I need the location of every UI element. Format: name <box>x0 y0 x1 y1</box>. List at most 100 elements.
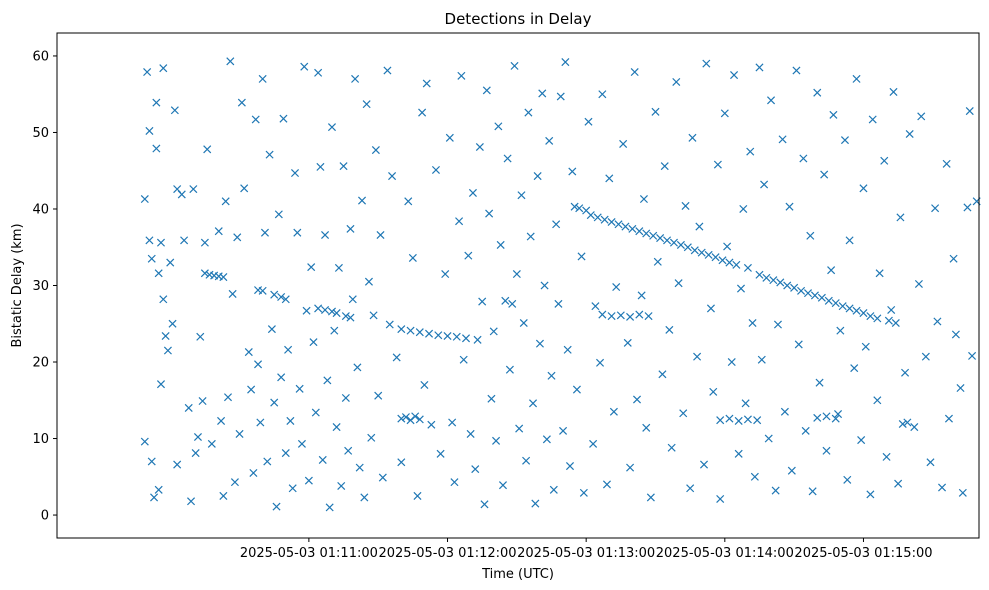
detection-point <box>258 286 267 295</box>
detection-point <box>489 327 498 336</box>
detection-point <box>619 139 628 148</box>
detection-point <box>944 414 953 423</box>
detection-point <box>642 423 651 432</box>
detection-point <box>434 331 443 340</box>
detection-point <box>968 351 977 360</box>
detection-point <box>545 136 554 145</box>
detection-point <box>214 227 223 236</box>
detection-point <box>254 360 263 369</box>
detection-point <box>244 348 253 357</box>
detection-point <box>346 313 355 322</box>
detection-point <box>887 305 896 315</box>
detection-point <box>734 416 743 425</box>
detection-point <box>556 92 565 101</box>
detection-point <box>669 238 679 247</box>
detection-point <box>371 146 380 155</box>
detection-point <box>810 291 819 300</box>
detection-point <box>406 326 415 335</box>
detection-point <box>637 291 646 300</box>
detection-point <box>330 326 339 335</box>
detection-point <box>270 290 279 299</box>
detection-point <box>501 296 510 305</box>
detection-point <box>859 309 868 318</box>
detection-point <box>512 269 521 279</box>
detection-point <box>256 418 265 427</box>
detection-point <box>679 409 688 418</box>
detection-point <box>956 384 965 393</box>
detection-point <box>297 439 306 448</box>
detection-point <box>459 355 468 364</box>
detection-point <box>554 299 563 308</box>
detection-point <box>443 331 452 341</box>
detection-point <box>418 108 427 117</box>
detection-point <box>734 449 743 458</box>
detection-point <box>785 202 794 211</box>
detection-point <box>713 160 722 169</box>
detection-point <box>577 252 586 261</box>
detection-point <box>223 393 233 402</box>
detection-point <box>748 318 757 328</box>
detection-point <box>147 457 156 466</box>
detection-point <box>401 413 410 422</box>
detection-point <box>233 233 242 242</box>
detection-point <box>397 325 406 334</box>
detection-point <box>542 435 551 444</box>
y-axis-label: Bistatic Delay (km) <box>10 223 25 347</box>
detection-point <box>496 240 505 249</box>
detection-point <box>626 312 635 321</box>
chart-title: Detections in Delay <box>445 10 592 28</box>
detection-point <box>260 228 269 237</box>
detection-point <box>445 133 454 142</box>
detection-point <box>549 485 558 494</box>
detection-point <box>716 494 725 504</box>
detection-point <box>639 195 648 204</box>
detection-point <box>145 236 154 245</box>
detection-point <box>829 110 838 119</box>
detection-point <box>831 414 840 423</box>
detection-point <box>316 162 325 171</box>
x-tick-label: 2025-05-03 01:11:00 <box>240 546 378 561</box>
detection-point <box>644 312 653 321</box>
detection-point <box>337 481 346 490</box>
detection-point <box>921 352 930 361</box>
detection-point <box>760 180 769 189</box>
detection-point <box>931 204 940 213</box>
detection-point <box>524 108 533 117</box>
detection-point <box>508 299 517 308</box>
detection-point <box>676 240 685 249</box>
detection-point <box>519 318 528 328</box>
x-tick-label: 2025-05-03 01:14:00 <box>656 546 794 561</box>
detection-point <box>561 58 570 67</box>
detection-point <box>572 385 581 394</box>
detection-point <box>658 370 667 379</box>
detection-point <box>693 352 702 361</box>
detection-point <box>300 62 309 71</box>
detection-point <box>411 412 420 421</box>
detection-point <box>910 423 919 432</box>
y-tick-label: 60 <box>32 49 49 64</box>
y-tick-label: 20 <box>32 356 49 371</box>
detection-point <box>240 184 249 193</box>
detection-point <box>942 159 951 168</box>
detection-point <box>473 335 482 344</box>
detection-point <box>926 458 935 467</box>
detection-point <box>723 242 732 251</box>
detection-point <box>873 314 882 323</box>
detection-point <box>304 476 313 485</box>
detection-point <box>450 478 459 487</box>
detection-point <box>845 236 854 245</box>
detection-point <box>339 162 348 171</box>
detection-point <box>535 339 544 348</box>
detection-point <box>894 479 903 488</box>
detection-point <box>799 154 808 163</box>
detection-point <box>265 150 274 159</box>
detection-point <box>628 224 637 233</box>
detection-point <box>200 238 209 247</box>
detection-point <box>593 213 602 222</box>
detection-point <box>589 439 598 448</box>
detection-point <box>716 416 725 425</box>
detection-point <box>568 167 577 176</box>
detection-point <box>646 493 655 502</box>
detection-point <box>281 449 290 458</box>
detection-point <box>468 188 477 197</box>
